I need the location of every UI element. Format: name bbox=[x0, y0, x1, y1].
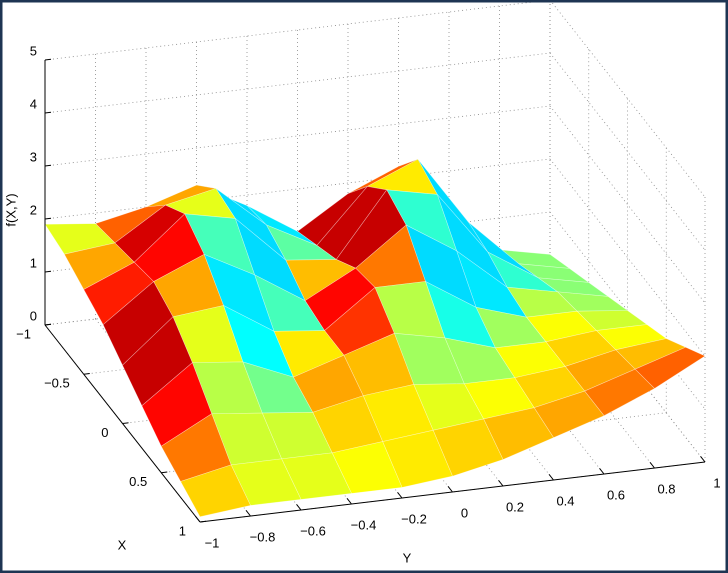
tick-mark bbox=[122, 422, 129, 424]
tick-mark bbox=[498, 479, 504, 487]
axes: 0 1 2 3 4 5 −1 −0.5 0 0.5 1 −1 −0.8 −0.6 −0.4 −0.2 0 0.2 0… bbox=[16, 43, 720, 550]
tick-mark bbox=[447, 485, 453, 493]
tick-mark bbox=[296, 503, 302, 511]
y-tick-label: −0.8 bbox=[250, 529, 276, 544]
y-tick-label: 0.4 bbox=[556, 493, 574, 508]
z-tick-label: 2 bbox=[30, 202, 37, 217]
grid-line bbox=[549, 211, 706, 410]
grid-line bbox=[499, 270, 655, 469]
tick-mark bbox=[199, 520, 207, 523]
grid-line bbox=[549, 105, 706, 304]
y-tick-label: 0.2 bbox=[506, 499, 524, 514]
z-tick-label: 3 bbox=[30, 149, 37, 164]
grid-line bbox=[44, 158, 551, 220]
surface-patch bbox=[230, 458, 302, 506]
grid-line bbox=[44, 0, 551, 61]
tick-mark bbox=[44, 270, 52, 273]
y-axis-label: Y bbox=[403, 550, 412, 565]
y-tick-label: −0.4 bbox=[351, 517, 377, 532]
tick-mark bbox=[700, 455, 706, 463]
z-tick-label: 0 bbox=[30, 308, 37, 323]
tick-mark bbox=[83, 373, 90, 375]
tick-mark bbox=[44, 111, 52, 114]
surface-patch bbox=[634, 346, 706, 389]
x-tick-label: −0.5 bbox=[44, 376, 70, 391]
y-tick-label: 0 bbox=[461, 505, 468, 520]
x-axis-label: X bbox=[118, 537, 127, 552]
grid-line bbox=[549, 0, 706, 198]
tick-mark bbox=[599, 467, 605, 475]
y-tick-label: −0.6 bbox=[300, 523, 326, 538]
z-axis-label: f(X,Y) bbox=[3, 193, 18, 226]
tick-mark bbox=[649, 461, 655, 469]
x-tick-label: 1 bbox=[179, 523, 186, 538]
y-tick-label: 1 bbox=[713, 475, 720, 490]
tick-mark bbox=[245, 509, 251, 517]
surface-patch bbox=[180, 464, 251, 518]
z-tick-label: 1 bbox=[30, 255, 37, 270]
z-tick-label: 5 bbox=[30, 43, 37, 58]
tick-mark bbox=[195, 515, 201, 523]
y-tick-label: 0.8 bbox=[657, 481, 675, 496]
surface-patch bbox=[584, 368, 655, 417]
tick-mark bbox=[44, 323, 52, 326]
y-tick-label: −1 bbox=[205, 535, 220, 550]
surface-patch bbox=[533, 390, 605, 438]
y-tick-label: 0.6 bbox=[607, 487, 625, 502]
tick-mark bbox=[548, 473, 554, 481]
grid-line bbox=[549, 264, 706, 463]
tick-mark bbox=[44, 217, 52, 220]
x-tick-label: 0.5 bbox=[129, 474, 147, 489]
grid-line bbox=[549, 52, 706, 251]
z-tick-label: 4 bbox=[30, 96, 37, 111]
grid-line bbox=[44, 105, 551, 167]
tick-mark bbox=[397, 491, 403, 499]
surface bbox=[44, 158, 706, 518]
tick-mark bbox=[346, 497, 352, 505]
grid-line bbox=[448, 276, 605, 475]
y-tick-label: −0.2 bbox=[401, 511, 427, 526]
tick-mark bbox=[161, 471, 168, 474]
tick-mark bbox=[44, 58, 52, 61]
grid-line bbox=[44, 52, 551, 114]
grid-line bbox=[549, 158, 706, 357]
x-tick-label: 0 bbox=[101, 425, 108, 440]
tick-mark bbox=[44, 164, 52, 167]
x-tick-label: −1 bbox=[16, 326, 31, 341]
